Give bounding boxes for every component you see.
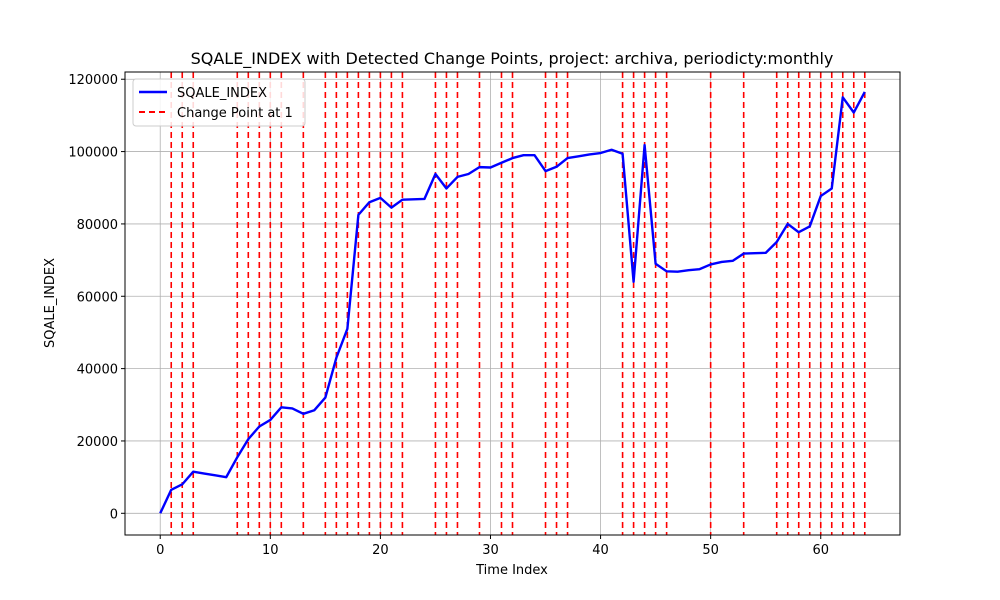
y-tick-label: 20000 [77, 435, 118, 450]
x-tick-label: 30 [482, 543, 499, 558]
y-tick-label: 80000 [77, 218, 118, 233]
y-tick-label: 120000 [68, 73, 118, 88]
y-tick-label: 60000 [77, 290, 118, 305]
legend: SQALE_INDEX Change Point at 1 [132, 78, 306, 127]
legend-label-change-point: Change Point at 1 [177, 106, 293, 121]
series-layer [159, 91, 866, 514]
legend-label-sqale: SQALE_INDEX [177, 86, 267, 101]
x-axis-ticks: 0 10 20 30 40 50 60 [156, 535, 829, 558]
y-axis-label: SQALE_INDEX [43, 258, 58, 348]
x-tick-label: 20 [372, 543, 389, 558]
chart-title: SQALE_INDEX with Detected Change Points,… [191, 49, 834, 69]
x-tick-label: 0 [156, 543, 164, 558]
plot-frame [124, 71, 901, 536]
change-points [170, 72, 866, 535]
y-tick-label: 0 [110, 507, 118, 522]
series-line-sqale-index [159, 91, 866, 514]
x-tick-label: 10 [262, 543, 279, 558]
x-tick-label: 40 [592, 543, 609, 558]
legend-box [132, 78, 306, 127]
x-tick-label: 60 [812, 543, 829, 558]
y-tick-label: 100000 [68, 146, 118, 161]
x-axis-label: Time Index [475, 563, 548, 578]
y-tick-label: 40000 [77, 363, 118, 378]
y-axis-ticks: 0 20000 40000 60000 80000 100000 120000 [68, 73, 125, 522]
x-tick-label: 50 [702, 543, 719, 558]
